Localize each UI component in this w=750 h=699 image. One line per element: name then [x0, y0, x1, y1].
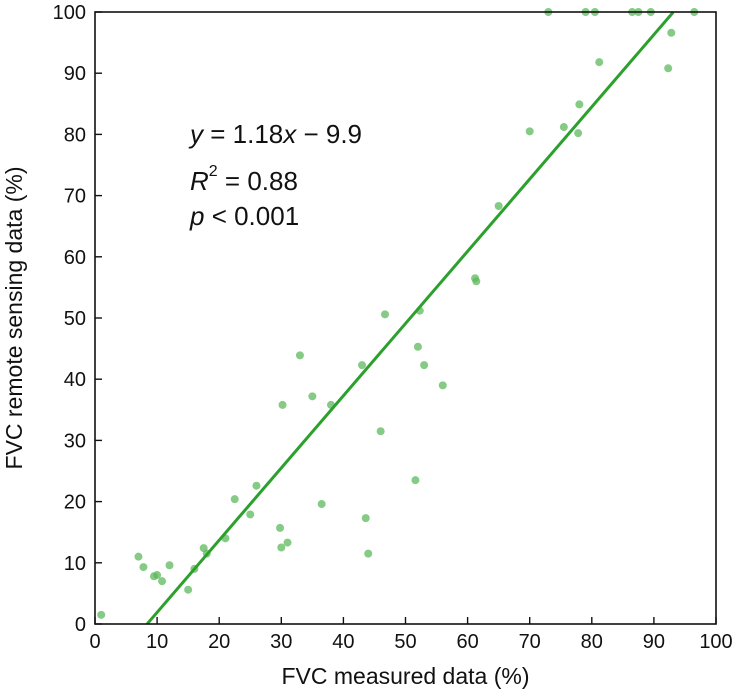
y-tick-label: 50 — [64, 308, 86, 330]
y-tick-label: 90 — [64, 63, 86, 85]
data-point — [413, 342, 422, 351]
data-point — [376, 427, 385, 436]
data-point — [667, 28, 676, 37]
x-tick-label: 60 — [456, 631, 478, 653]
data-point — [438, 381, 447, 390]
data-point — [277, 543, 286, 552]
data-point — [420, 361, 429, 370]
y-tick-label: 0 — [75, 614, 86, 636]
y-tick-label: 70 — [64, 186, 86, 208]
p-value-annotation: p < 0.001 — [189, 201, 299, 231]
data-point — [278, 400, 287, 409]
data-point — [153, 571, 162, 580]
data-point — [317, 500, 326, 509]
x-tick-label: 20 — [208, 631, 230, 653]
x-tick-label: 40 — [332, 631, 354, 653]
data-point — [381, 310, 390, 319]
data-point — [525, 127, 534, 136]
r-squared-annotation: R2 = 0.88 — [190, 163, 298, 196]
y-axis-title: FVC remote sensing data (%) — [1, 167, 27, 470]
plot-frame — [94, 11, 717, 625]
y-tick-label: 100 — [53, 2, 86, 24]
data-point — [308, 392, 317, 401]
data-point — [364, 549, 373, 558]
y-tick-label: 30 — [64, 430, 86, 452]
x-tick-label: 10 — [146, 631, 168, 653]
data-point — [139, 563, 148, 572]
data-point — [246, 510, 255, 519]
data-point — [230, 495, 239, 504]
data-point — [494, 202, 503, 211]
x-axis-title: FVC measured data (%) — [282, 663, 530, 689]
y-tick-label: 60 — [64, 247, 86, 269]
y-tick-label: 40 — [64, 369, 86, 391]
x-tick-label: 100 — [699, 631, 732, 653]
data-point — [165, 561, 174, 570]
y-tick-label: 20 — [64, 492, 86, 514]
x-axis-ticks: 0 10 20 30 40 50 60 70 80 90 100 — [89, 617, 733, 653]
data-point — [283, 538, 292, 547]
y-axis-ticks: 0 10 20 30 40 50 60 70 80 90 100 — [53, 2, 102, 636]
data-point — [97, 610, 106, 619]
data-points — [97, 8, 699, 619]
data-point — [574, 129, 583, 138]
data-point — [361, 514, 370, 523]
data-point — [295, 351, 304, 360]
data-point — [472, 277, 481, 286]
data-point — [595, 58, 604, 67]
equation-annotation: y = 1.18x − 9.9 — [188, 119, 362, 149]
data-point — [664, 64, 673, 73]
data-point — [134, 552, 143, 561]
x-tick-label: 30 — [270, 631, 292, 653]
data-point — [358, 361, 367, 370]
y-tick-label: 10 — [64, 553, 86, 575]
data-point — [158, 577, 167, 586]
data-point — [276, 523, 285, 532]
y-tick-label: 80 — [64, 124, 86, 146]
x-tick-label: 70 — [519, 631, 541, 653]
data-point — [184, 585, 193, 594]
data-point — [411, 476, 420, 485]
data-point — [559, 123, 568, 132]
x-tick-label: 50 — [394, 631, 416, 653]
x-tick-label: 0 — [89, 631, 100, 653]
regression-line — [146, 11, 675, 625]
data-point — [575, 100, 584, 109]
data-point — [252, 481, 261, 490]
x-tick-label: 80 — [581, 631, 603, 653]
x-tick-label: 90 — [643, 631, 665, 653]
